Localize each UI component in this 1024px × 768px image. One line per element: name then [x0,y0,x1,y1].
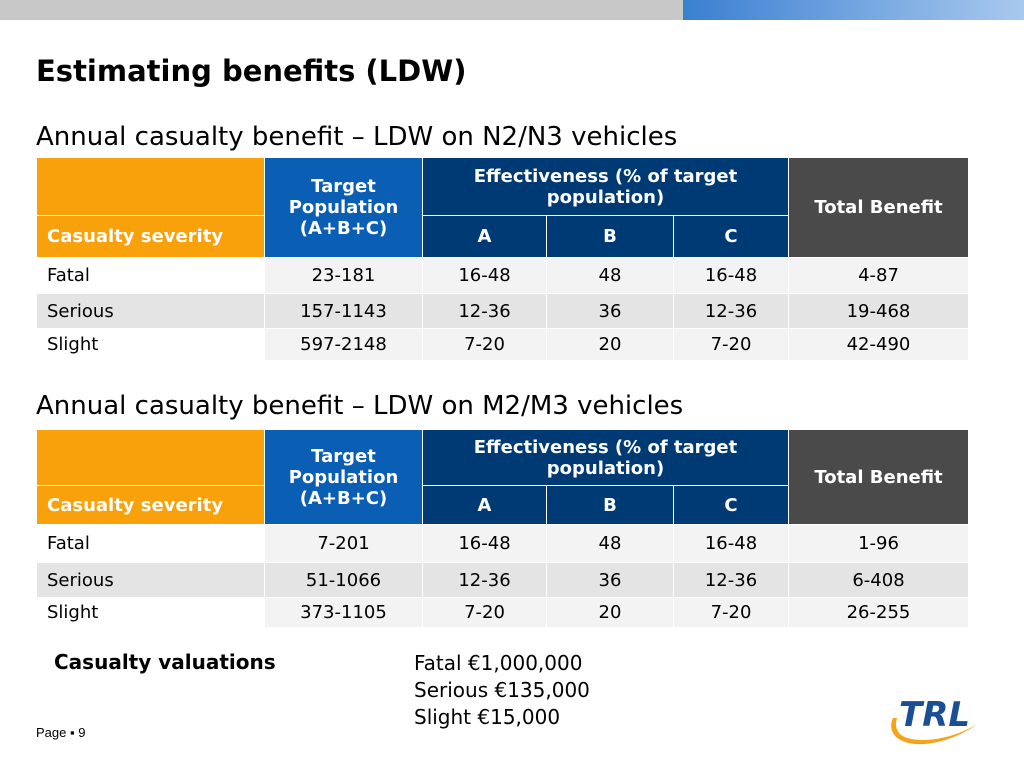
row-total: 4-87 [788,257,969,294]
page-footer: Page ▪ 9 [36,725,85,740]
row-total: 26-255 [788,597,969,628]
row-c: 12-36 [673,562,789,598]
header-total-benefit: Total Benefit [788,157,969,258]
row-c: 16-48 [673,524,789,563]
row-a: 12-36 [422,293,547,329]
valuation-slight: Slight €15,000 [414,705,561,729]
header-target-population: Target Population (A+B+C) [264,157,423,258]
header-total-benefit: Total Benefit [788,429,969,525]
table-header-row: Target Population (A+B+C) Effectiveness … [36,429,969,525]
row-c: 7-20 [673,328,789,361]
header-casualty-severity: Casualty severity [36,215,265,258]
row-b: 48 [546,257,674,294]
header-effectiveness: Effectiveness (% of target population) [422,429,789,486]
row-c: 7-20 [673,597,789,628]
top-accent-bar-blue [683,0,1024,20]
header-target-line3: (A+B+C) [299,487,388,509]
row-a: 7-20 [422,328,547,361]
table-subheader-row: Casualty severity A B C [36,215,969,258]
row-b: 48 [546,524,674,563]
row-severity: Fatal [36,524,265,563]
table-row: Fatal 23-181 16-48 48 16-48 4-87 [36,257,969,294]
row-a: 12-36 [422,562,547,598]
header-col-a: A [422,215,547,258]
header-target-line3: (A+B+C) [299,218,388,239]
page-separator: ▪ [70,725,75,740]
row-target: 597-2148 [264,328,423,361]
row-severity: Fatal [36,257,265,294]
page-number: 9 [78,725,86,740]
header-target-line2: Population [288,197,399,218]
header-col-b: B [546,485,674,525]
row-target: 157-1143 [264,293,423,329]
header-target-line1: Target [311,445,376,467]
table-header-row: Target Population (A+B+C) Effectiveness … [36,157,969,258]
header-casualty-severity: Casualty severity [36,485,265,525]
row-c: 12-36 [673,293,789,329]
slide-title: Estimating benefits (LDW) [36,54,467,88]
row-total: 1-96 [788,524,969,563]
row-a: 7-20 [422,597,547,628]
header-effectiveness: Effectiveness (% of target population) [422,157,789,216]
header-target-line1: Target [311,176,376,197]
row-b: 20 [546,597,674,628]
row-severity: Serious [36,562,265,598]
header-target-line2: Population [288,466,399,488]
valuation-serious: Serious €135,000 [414,678,590,702]
table-row: Fatal 7-201 16-48 48 16-48 1-96 [36,524,969,563]
row-b: 36 [546,293,674,329]
casualty-valuations-list: Fatal €1,000,000 Serious €135,000 Slight… [414,650,590,731]
top-accent-bar-gray [0,0,683,20]
casualty-table-m2m3: Target Population (A+B+C) Effectiveness … [36,429,969,628]
row-target: 51-1066 [264,562,423,598]
header-col-c: C [673,215,789,258]
row-target: 23-181 [264,257,423,294]
row-target: 7-201 [264,524,423,563]
header-col-c: C [673,485,789,525]
header-col-a: A [422,485,547,525]
header-blank-cell [36,157,265,216]
table-row: Serious 51-1066 12-36 36 12-36 6-408 [36,562,969,598]
row-a: 16-48 [422,257,547,294]
header-col-b: B [546,215,674,258]
row-severity: Serious [36,293,265,329]
header-blank-cell [36,429,265,486]
row-total: 6-408 [788,562,969,598]
row-total: 19-468 [788,293,969,329]
table-row: Slight 597-2148 7-20 20 7-20 42-490 [36,328,969,361]
row-b: 36 [546,562,674,598]
row-total: 42-490 [788,328,969,361]
valuation-fatal: Fatal €1,000,000 [414,651,583,675]
logo-text: TRL [899,695,970,735]
trl-logo-icon: TRL [891,695,977,745]
table-row: Serious 157-1143 12-36 36 12-36 19-468 [36,293,969,329]
table-1-subtitle: Annual casualty benefit – LDW on N2/N3 v… [36,122,678,152]
row-severity: Slight [36,328,265,361]
table-2-subtitle: Annual casualty benefit – LDW on M2/M3 v… [36,391,684,421]
header-target-population: Target Population (A+B+C) [264,429,423,525]
row-severity: Slight [36,597,265,628]
row-c: 16-48 [673,257,789,294]
table-subheader-row: Casualty severity A B C [36,485,969,525]
row-b: 20 [546,328,674,361]
casualty-valuations-label: Casualty valuations [54,650,276,674]
row-a: 16-48 [422,524,547,563]
page-label: Page [36,725,67,740]
casualty-table-n2n3: Target Population (A+B+C) Effectiveness … [36,157,969,361]
row-target: 373-1105 [264,597,423,628]
table-row: Slight 373-1105 7-20 20 7-20 26-255 [36,597,969,628]
